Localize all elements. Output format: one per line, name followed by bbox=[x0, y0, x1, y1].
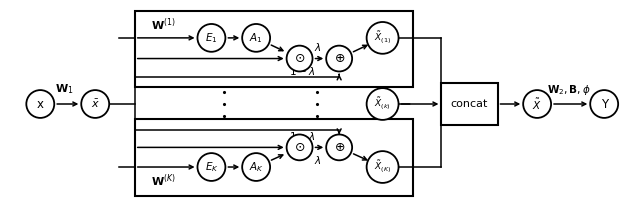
Text: concat: concat bbox=[451, 99, 488, 109]
Text: $\mathbf{W}^{(K)}$: $\mathbf{W}^{(K)}$ bbox=[151, 172, 176, 189]
Text: x: x bbox=[36, 98, 44, 110]
Ellipse shape bbox=[198, 153, 225, 181]
Bar bbox=[442, 83, 497, 125]
Ellipse shape bbox=[367, 151, 399, 183]
Ellipse shape bbox=[287, 135, 312, 160]
Bar bbox=[135, 11, 413, 88]
Ellipse shape bbox=[367, 88, 399, 120]
Text: $\mathbf{W}_2, \mathbf{B}, \phi$: $\mathbf{W}_2, \mathbf{B}, \phi$ bbox=[547, 83, 591, 97]
Text: $E_1$: $E_1$ bbox=[205, 31, 218, 45]
Ellipse shape bbox=[198, 24, 225, 52]
Text: $1-\lambda$: $1-\lambda$ bbox=[289, 65, 316, 77]
Text: $\tilde{X}_{(1)}$: $\tilde{X}_{(1)}$ bbox=[374, 30, 391, 46]
Text: $\lambda$: $\lambda$ bbox=[314, 41, 322, 53]
Ellipse shape bbox=[242, 153, 270, 181]
Ellipse shape bbox=[590, 90, 618, 118]
Text: $\tilde{X}_{(k)}$: $\tilde{X}_{(k)}$ bbox=[374, 96, 391, 112]
Ellipse shape bbox=[326, 135, 352, 160]
Text: $A_1$: $A_1$ bbox=[250, 31, 263, 45]
Text: $\odot$: $\odot$ bbox=[294, 141, 305, 154]
Ellipse shape bbox=[81, 90, 109, 118]
Text: $1-\lambda$: $1-\lambda$ bbox=[289, 130, 316, 142]
Bar bbox=[135, 119, 413, 196]
Text: Y: Y bbox=[600, 98, 608, 110]
Text: $\oplus$: $\oplus$ bbox=[333, 52, 345, 65]
Text: $A_K$: $A_K$ bbox=[249, 160, 264, 174]
Text: $\lambda$: $\lambda$ bbox=[314, 154, 322, 166]
Ellipse shape bbox=[367, 22, 399, 54]
Ellipse shape bbox=[287, 46, 312, 72]
Text: $\odot$: $\odot$ bbox=[294, 52, 305, 65]
Text: $\mathbf{W}^{(1)}$: $\mathbf{W}^{(1)}$ bbox=[151, 16, 176, 33]
Text: $\oplus$: $\oplus$ bbox=[333, 141, 345, 154]
Ellipse shape bbox=[242, 24, 270, 52]
Ellipse shape bbox=[326, 46, 352, 72]
Ellipse shape bbox=[523, 90, 551, 118]
Ellipse shape bbox=[26, 90, 54, 118]
Text: $\tilde{X}_{(K)}$: $\tilde{X}_{(K)}$ bbox=[374, 159, 391, 175]
Text: $E_K$: $E_K$ bbox=[205, 160, 218, 174]
Text: $\bar{x}$: $\bar{x}$ bbox=[91, 98, 100, 110]
Text: $\tilde{X}$: $\tilde{X}$ bbox=[532, 97, 542, 111]
Text: $\mathbf{W}_1$: $\mathbf{W}_1$ bbox=[55, 83, 74, 97]
